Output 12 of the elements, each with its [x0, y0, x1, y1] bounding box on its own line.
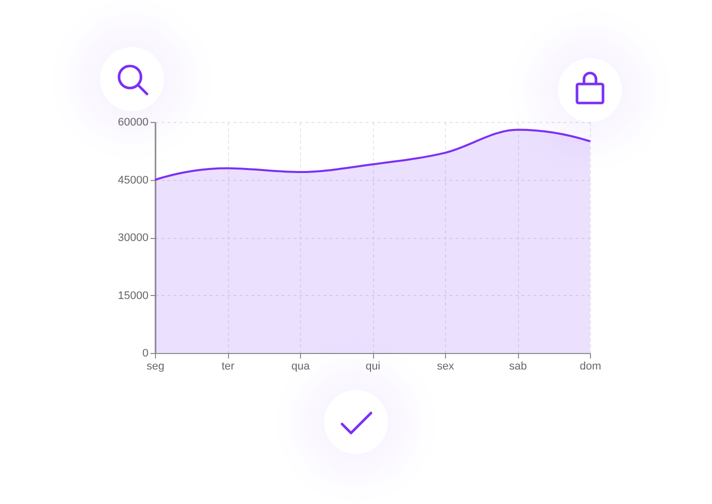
x-tick-label: sex — [436, 360, 455, 372]
x-tick-label: sab — [509, 360, 527, 372]
y-tick-label: 45000 — [118, 174, 148, 186]
y-tick-label: 30000 — [118, 232, 148, 244]
x-tick-label: seg — [146, 360, 164, 372]
y-tick-label: 0 — [142, 348, 148, 360]
y-tick-label: 60000 — [118, 116, 148, 128]
x-tick-label: qui — [366, 360, 380, 372]
x-tick-label: qua — [291, 360, 311, 372]
y-tick-label: 15000 — [118, 290, 148, 302]
x-tick-label: ter — [222, 360, 235, 372]
x-tick-label: dom — [580, 360, 602, 372]
